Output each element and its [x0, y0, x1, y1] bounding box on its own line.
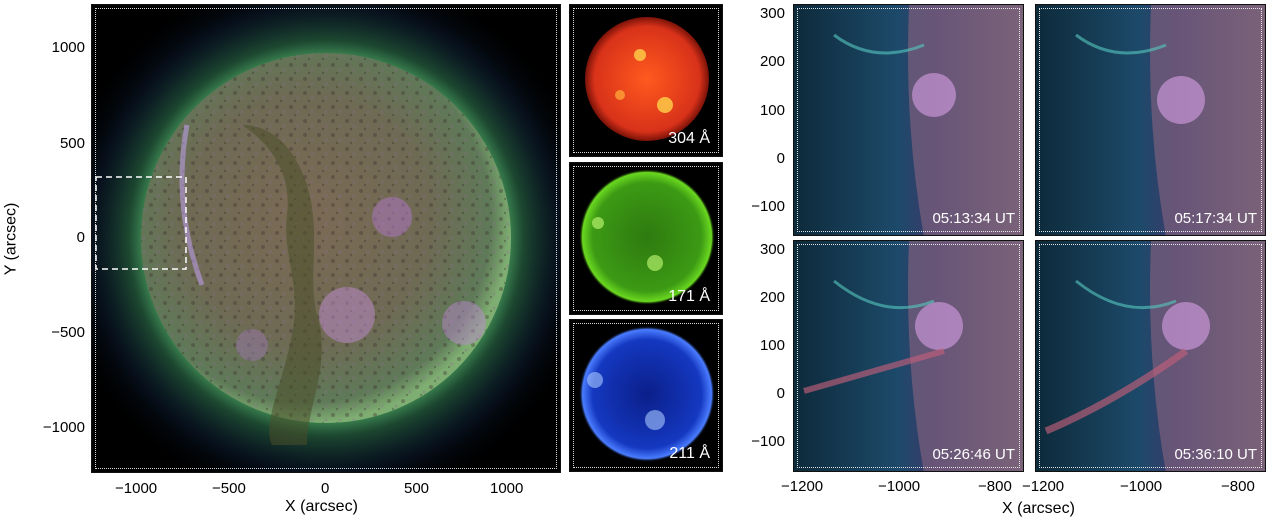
- main-x-tick: 1000: [490, 480, 524, 497]
- sun-171-image: [579, 169, 715, 305]
- zoom-y-tick: 300: [759, 5, 785, 22]
- zoom-y-tick: 200: [759, 53, 785, 70]
- timestamp-label: 05:26:46 UT: [932, 446, 1015, 463]
- sun-304-image: [585, 17, 709, 141]
- zoom-image: [1036, 241, 1265, 471]
- zoom-x-tick: −1000: [878, 478, 921, 495]
- main-y-tick: 1000: [51, 39, 85, 56]
- main-y-tick: 0: [76, 229, 85, 246]
- main-y-tick: 500: [59, 135, 85, 152]
- full-disk-sun-image: [92, 5, 560, 472]
- wavelength-label: 171 Å: [668, 288, 710, 305]
- zoom-y-tick: 0: [776, 385, 785, 402]
- sun-211-image: [579, 326, 715, 462]
- timestamp-label: 05:13:34 UT: [932, 210, 1015, 227]
- zoom-y-tick: −100: [751, 433, 785, 450]
- zoom-image: [1036, 5, 1265, 235]
- panel-171: 171 Å: [569, 162, 723, 315]
- zoom-x-tick: −800: [1221, 478, 1255, 495]
- full-disk-composite-panel: [91, 4, 561, 473]
- zoom-x-tick: −1200: [1022, 478, 1065, 495]
- zoom-y-tick: −100: [751, 198, 785, 215]
- zoom-panel: 05:13:34 UT: [793, 4, 1024, 236]
- zoom-y-tick: 100: [759, 102, 785, 119]
- zoom-y-tick: 200: [759, 289, 785, 306]
- zoom-panel: 05:26:46 UT: [793, 240, 1024, 472]
- zoom-x-axis-label: X (arcsec): [1002, 500, 1075, 517]
- wavelength-label: 304 Å: [668, 130, 710, 147]
- panel-304: 304 Å: [569, 4, 723, 157]
- main-y-axis-label: Y (arcsec): [2, 202, 20, 276]
- zoom-region-box: [95, 176, 187, 270]
- timestamp-label: 05:17:34 UT: [1174, 210, 1257, 227]
- wavelength-label: 211 Å: [669, 445, 710, 462]
- zoom-y-tick: 100: [759, 337, 785, 354]
- zoom-panel: 05:17:34 UT: [1035, 4, 1266, 236]
- timestamp-label: 05:36:10 UT: [1174, 446, 1257, 463]
- main-x-tick: −1000: [115, 480, 158, 497]
- main-x-axis-label: X (arcsec): [285, 498, 358, 515]
- main-x-tick: 0: [321, 480, 330, 497]
- zoom-image: [794, 241, 1023, 471]
- zoom-image: [794, 5, 1023, 235]
- main-x-tick: −500: [212, 480, 246, 497]
- zoom-x-tick: −1200: [781, 478, 824, 495]
- main-x-tick: 500: [404, 480, 430, 497]
- zoom-y-tick: 300: [759, 241, 785, 258]
- zoom-y-tick: 0: [776, 150, 785, 167]
- zoom-panel: 05:36:10 UT: [1035, 240, 1266, 472]
- main-y-tick: −500: [51, 324, 85, 341]
- panel-211: 211 Å: [569, 319, 723, 472]
- zoom-x-tick: −800: [978, 478, 1012, 495]
- main-y-tick: −1000: [42, 419, 85, 436]
- zoom-x-tick: −1000: [1120, 478, 1163, 495]
